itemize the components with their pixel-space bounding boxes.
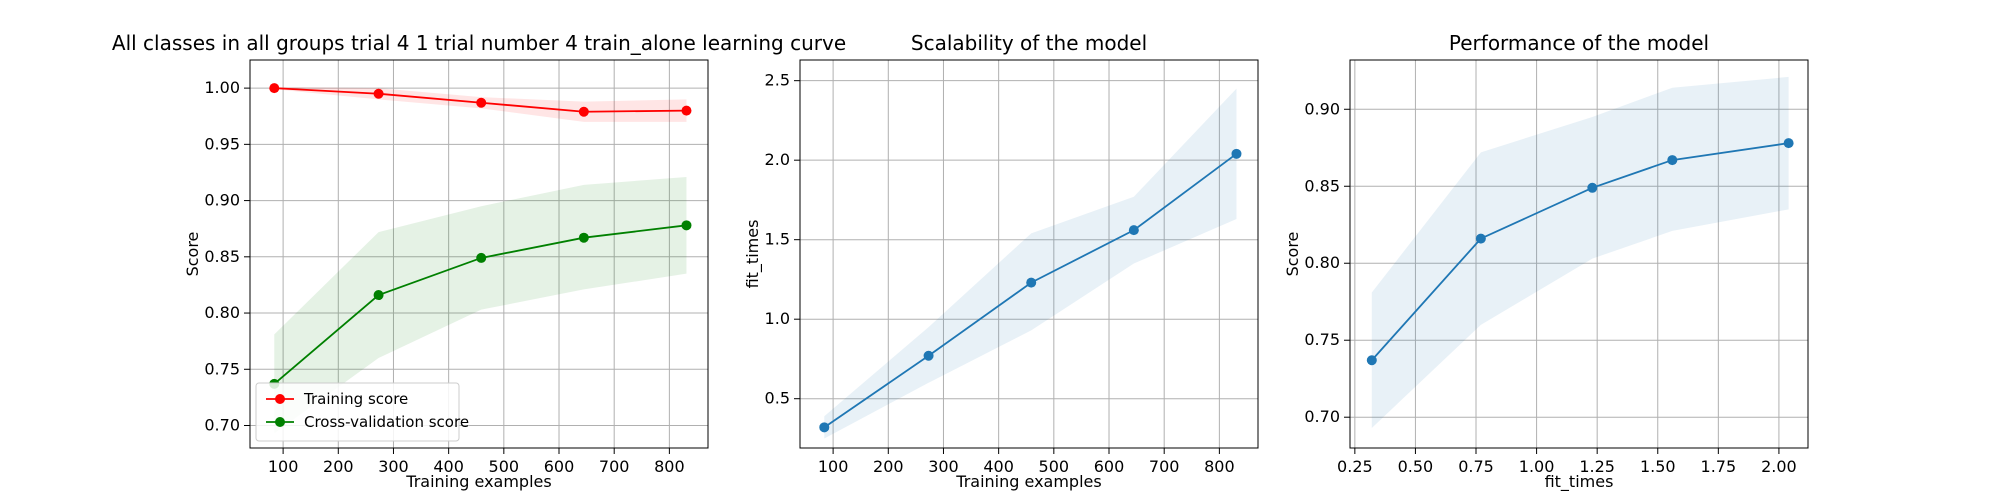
x-tick-label: 0.25: [1337, 457, 1373, 476]
y-tick-label: 0.80: [204, 303, 240, 322]
y-tick-label: 0.80: [1304, 253, 1340, 272]
legend-box: [255, 382, 460, 442]
data-point: [1026, 277, 1037, 288]
data-point: [1587, 182, 1598, 193]
y-tick-label: 0.75: [1304, 330, 1340, 349]
legend-marker-training: [275, 394, 285, 404]
y-axis-label: Score: [183, 232, 202, 277]
y-tick-label: 0.85: [1304, 176, 1340, 195]
x-tick-label: 500: [1039, 457, 1070, 476]
x-axis-ticks: 100 200 300 400 500 600 700 800: [268, 448, 685, 476]
x-tick-label: 300: [928, 457, 959, 476]
data-point: [373, 88, 384, 99]
x-axis-label: fit_times: [1545, 472, 1614, 492]
y-tick-label: 0.70: [204, 416, 240, 435]
data-point: [1231, 148, 1242, 159]
data-point: [269, 83, 280, 94]
learning-curve-panel: 100 200 300 400 500 600 700 800 0.70 0.75 0.80 0.8…: [112, 31, 846, 491]
y-tick-label: 0.85: [204, 247, 240, 266]
plot-frame: [1349, 59, 1809, 449]
x-tick-label: 0.75: [1458, 457, 1494, 476]
data-point: [1667, 155, 1678, 166]
x-tick-label: 200: [873, 457, 904, 476]
x-tick-label: 100: [818, 457, 849, 476]
x-tick-label: 1.75: [1701, 457, 1737, 476]
data-point: [681, 105, 692, 116]
data-point: [1366, 355, 1377, 366]
y-tick-label: 1.5: [765, 230, 790, 249]
y-axis-label: Score: [1283, 232, 1302, 277]
x-tick-label: 600: [544, 457, 575, 476]
y-tick-label: 0.5: [765, 389, 790, 408]
y-tick-label: 0.70: [1304, 407, 1340, 426]
plot-frame: [799, 59, 1259, 449]
x-tick-label: 1.50: [1640, 457, 1676, 476]
legend: Training score Cross-validation score: [255, 382, 469, 442]
series-points: [1366, 138, 1794, 366]
y-axis-label: fit_times: [743, 220, 763, 289]
data-point: [476, 252, 487, 263]
data-point: [373, 290, 384, 301]
x-tick-label: 600: [1094, 457, 1125, 476]
x-tick-label: 500: [489, 457, 520, 476]
x-tick-label: 700: [1149, 457, 1180, 476]
y-tick-label: 2.5: [765, 71, 790, 90]
x-tick-label: 300: [378, 457, 409, 476]
plot-frame: [249, 59, 709, 449]
grid: [800, 60, 1258, 448]
data-point: [1783, 138, 1794, 149]
data-point: [476, 97, 487, 108]
y-tick-label: 0.95: [204, 134, 240, 153]
scalability-panel: 100 200 300 400 500 600 700 800 0.5 1.0 1.5 2.0 2.5…: [743, 31, 1259, 491]
legend-label-training: Training score: [303, 390, 408, 408]
x-tick-label: 800: [1204, 457, 1235, 476]
confidence-bands: [1371, 76, 1789, 428]
y-tick-label: 1.0: [765, 309, 790, 328]
y-tick-label: 0.90: [1304, 99, 1340, 118]
y-axis-ticks: 0.70 0.75 0.80 0.85 0.90: [1304, 99, 1350, 426]
x-axis-label: Training examples: [405, 472, 551, 491]
x-axis-label: Training examples: [955, 472, 1101, 491]
y-axis-ticks: 0.5 1.0 1.5 2.0 2.5: [765, 71, 800, 408]
x-tick-label: 400: [983, 457, 1014, 476]
y-tick-label: 0.90: [204, 191, 240, 210]
data-point: [578, 106, 589, 117]
y-tick-label: 1.00: [204, 78, 240, 97]
x-tick-label: 200: [323, 457, 354, 476]
confidence-band: [1371, 76, 1789, 428]
x-tick-label: 1.25: [1579, 457, 1615, 476]
x-tick-label: 700: [599, 457, 630, 476]
data-point: [923, 350, 934, 361]
data-point: [1128, 225, 1139, 236]
data-point: [681, 220, 692, 231]
performance-panel: 0.25 0.50 0.75 1.00 1.25 1.50 1.75 2.00 0.700.7…: [1283, 31, 1809, 492]
chart-title: All classes in all groups trial 4 1 tria…: [112, 31, 846, 55]
x-tick-label: 0.50: [1398, 457, 1434, 476]
x-axis-ticks: 100 200 300 400 500 600 700 800: [818, 448, 1235, 476]
x-axis-ticks: 0.25 0.50 0.75 1.00 1.25 1.50 1.75 2.00: [1337, 448, 1797, 476]
data-point: [819, 422, 830, 433]
chart-title: Scalability of the model: [911, 31, 1147, 55]
series-points: [819, 148, 1242, 433]
y-axis-ticks: 0.70 0.75 0.80 0.85 0.90 0.95 1.00: [204, 78, 250, 435]
y-tick-label: 0.75: [204, 359, 240, 378]
legend-marker-cross-validation: [275, 417, 285, 427]
x-tick-label: 100: [268, 457, 299, 476]
y-tick-label: 2.0: [765, 150, 790, 169]
data-point: [578, 232, 589, 243]
x-tick-label: 1.00: [1519, 457, 1555, 476]
data-point: [1475, 233, 1486, 244]
x-tick-label: 800: [654, 457, 685, 476]
chart-title: Performance of the model: [1449, 31, 1709, 55]
legend-label-cross-validation: Cross-validation score: [304, 413, 469, 431]
x-tick-label: 400: [433, 457, 464, 476]
x-tick-label: 2.00: [1761, 457, 1797, 476]
grid: [1350, 60, 1808, 448]
